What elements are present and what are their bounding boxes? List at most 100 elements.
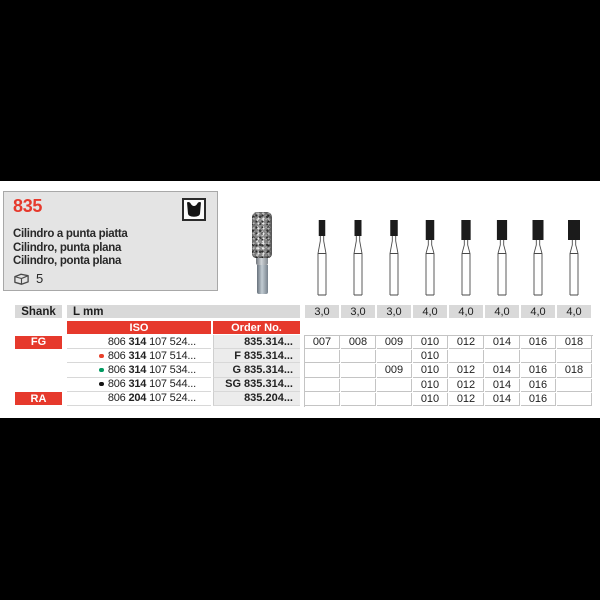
bur-shank-outline [533,240,543,296]
size-cell: 008 [341,336,376,350]
size-cell: 012 [449,392,484,406]
size-cell [485,350,520,364]
size-cell: 009 [377,336,412,350]
iso-number-cell: 806 314 107 524... [67,335,211,350]
length-header: L mm [67,305,300,318]
bur-diagram-6 [496,220,508,296]
iso-number-cell: 806 314 107 514... [67,349,211,364]
size-cell [305,364,340,378]
shank-cell-ra: RA [15,392,62,406]
diamond-head [252,212,272,258]
description-it: Cilindro a punta piatta [13,228,128,240]
description-pt: Cilindro, ponta plana [13,255,122,267]
size-cell: 012 [449,336,484,350]
size-cell [341,392,376,406]
length-value: 4,0 [485,305,519,318]
black-dot [99,381,104,387]
bur-diagram-1 [317,220,327,296]
red-dot [99,353,104,359]
bur-shank-outline [389,236,399,296]
iso-column-header: ISO [67,321,211,334]
shank-column-header: Shank [15,305,62,318]
pack-quantity-value: 5 [36,271,44,286]
size-cell: 009 [377,364,412,378]
size-cell [557,378,592,392]
bur-head [390,220,398,236]
size-cell: 016 [521,336,556,350]
size-cell [305,392,340,406]
bur-head [425,220,435,240]
length-value: 3,0 [377,305,411,318]
order-number-cell: SG 835.314... [213,377,300,392]
bur-diagram-2 [353,220,363,296]
bur-shape-icon [182,198,206,221]
bur-shank-outline [425,240,435,296]
bur-shank-outline [569,240,579,296]
size-cell: 016 [521,378,556,392]
bur-collar [256,258,268,265]
size-cell: 014 [485,392,520,406]
size-cell: 010 [413,378,448,392]
length-value: 3,0 [305,305,339,318]
shank-cell-fg: FG [15,335,62,349]
size-cell [305,378,340,392]
bur-diagram-7 [532,220,544,296]
size-cell: 010 [413,392,448,406]
size-cell [305,350,340,364]
size-cell [341,350,376,364]
size-cell [449,350,484,364]
size-cell [557,350,592,364]
length-value: 4,0 [413,305,447,318]
bur-shank-outline [353,236,363,296]
order-number-cell: 835.204... [213,391,300,406]
size-cell: 012 [449,378,484,392]
size-cell: 016 [521,364,556,378]
bur-shank [257,265,268,294]
size-cell [341,364,376,378]
order-number-cell: G 835.314... [213,363,300,378]
iso-number-cell: 806 314 107 534... [67,363,211,378]
bur-head [496,220,508,240]
catalog-content: 835 Cilindro a punta piatta Cilindro, pu… [0,181,600,418]
size-cell [377,378,412,392]
bur-head [532,220,544,240]
size-cell: 016 [521,392,556,406]
order-number-cell: 835.314... [213,335,300,350]
size-cell [377,350,412,364]
length-value: 4,0 [449,305,483,318]
size-cell: 010 [413,336,448,350]
green-dot [99,367,104,373]
bur-diagram-3 [389,220,399,296]
size-cell: 014 [485,336,520,350]
size-cell: 012 [449,364,484,378]
size-cell [521,350,556,364]
bur-head [318,220,326,236]
product-code: 835 [13,196,43,216]
bur-shank-outline [497,240,507,296]
length-value: 4,0 [557,305,591,318]
iso-number-cell: 806 314 107 544... [67,377,211,392]
size-cell: 014 [485,364,520,378]
size-cell: 007 [305,336,340,350]
size-cell: 014 [485,378,520,392]
order-column-header: Order No. [213,321,300,334]
iso-number-cell: 806 204 107 524... [67,391,211,406]
description-es: Cilindro, punta plana [13,241,122,254]
size-cell: 018 [557,364,592,378]
bur-head [354,220,362,236]
bur-shank-outline [317,236,327,296]
bur-head [461,220,471,240]
bur-diagram-5 [461,220,471,296]
size-cell: 010 [413,364,448,378]
bur-diagram-4 [425,220,435,296]
bur-diagram-8 [568,220,580,296]
pack-quantity: 5 [13,271,43,286]
size-cell: 010 [413,350,448,364]
product-descriptions: Cilindro a punta piatta Cilindro, punta … [13,228,128,269]
package-icon [14,273,29,285]
length-value: 3,0 [341,305,375,318]
size-cell [341,378,376,392]
size-cell [377,392,412,406]
product-info-panel: 835 Cilindro a punta piatta Cilindro, pu… [3,191,218,291]
